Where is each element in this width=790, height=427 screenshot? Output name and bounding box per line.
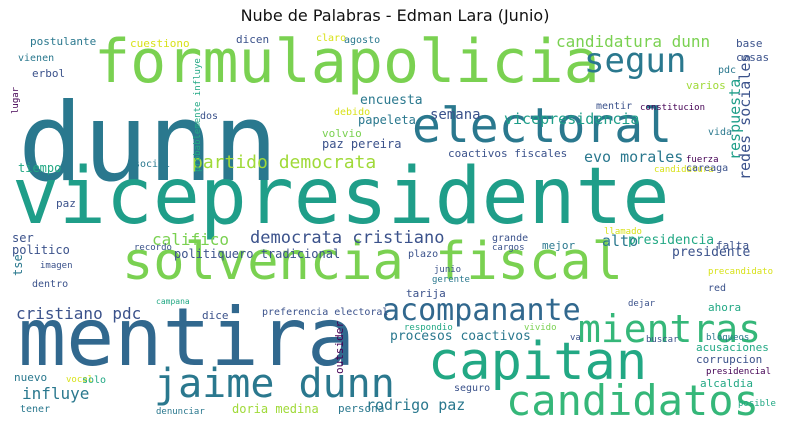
word: candidatura: [654, 165, 714, 175]
word: presidencia: [628, 233, 715, 248]
word: va: [570, 333, 581, 343]
word: junio: [434, 265, 462, 275]
word: jaime dunn: [154, 361, 395, 407]
word: dentro: [32, 279, 69, 290]
word: preferencia electoral: [262, 307, 389, 318]
word: tse: [11, 254, 25, 276]
word: llamado: [604, 227, 642, 237]
word: social: [134, 159, 171, 170]
chart-title: Nube de Palabras - Edman Lara (Junio): [240, 6, 550, 25]
word: paz: [56, 197, 76, 210]
word: evo morales: [584, 148, 684, 166]
word: denunciar: [156, 407, 205, 417]
word: corrupcion: [696, 353, 763, 366]
word: seguro: [454, 383, 491, 394]
word: bloqueos: [706, 333, 750, 343]
word: candidatos: [506, 376, 759, 425]
word: alcaldia: [700, 377, 753, 390]
word: solo: [82, 375, 107, 386]
word: outsider: [333, 321, 346, 374]
word: candidatura dunn: [556, 32, 711, 51]
word: base: [736, 37, 763, 50]
word: precandidato: [708, 267, 774, 277]
word: cosas: [736, 51, 770, 64]
word-cloud: dunn vicepresidente formulapolicia menti…: [10, 27, 782, 422]
word: presidente: [672, 245, 751, 260]
word: presidencial: [706, 367, 772, 377]
word: semana: [430, 107, 481, 123]
word: fuerza: [686, 155, 719, 165]
word: segun: [584, 41, 687, 81]
word: respondio: [404, 323, 453, 333]
word: lugar: [11, 86, 21, 114]
word: red: [708, 283, 727, 294]
word: dunn: [18, 81, 279, 206]
word: vida: [708, 127, 733, 138]
word: erbol: [32, 67, 66, 80]
word: buscar: [646, 335, 679, 345]
word: democrata cristiano: [250, 228, 445, 248]
word: tiempo: [18, 161, 62, 175]
word: partido democrata: [192, 152, 377, 173]
word: acusaciones: [696, 341, 769, 354]
word: grande: [492, 233, 529, 244]
word: recordo: [134, 243, 172, 253]
word: gerente: [432, 275, 470, 285]
word: mientras: [578, 307, 762, 351]
word: dicen: [236, 33, 270, 46]
word: ser: [12, 231, 34, 245]
word: plazo: [408, 249, 439, 260]
word: solvencia fiscal: [122, 232, 623, 292]
word: electoral: [412, 98, 673, 154]
word: tarija: [406, 287, 446, 300]
word: cuestiono: [130, 37, 190, 50]
word: dos: [200, 111, 219, 122]
word: postulante: [30, 35, 97, 48]
word: vicepresidente: [12, 152, 670, 242]
word: politico: [12, 243, 70, 257]
word: careaga: [686, 163, 729, 174]
word: dice: [202, 309, 229, 322]
word: procesos coactivos: [390, 329, 531, 344]
word: coactivos fiscales: [448, 147, 568, 160]
word: doria medina: [232, 402, 319, 416]
word: paz pereira: [322, 137, 402, 151]
word: claro: [316, 33, 347, 44]
word: formulapolicia: [94, 27, 600, 97]
word: vocal: [66, 375, 94, 385]
word: cristiano pdc: [16, 304, 142, 323]
word: acompanante: [382, 293, 581, 328]
word: agosto: [344, 35, 381, 46]
word: debido: [334, 107, 371, 118]
word: tener: [20, 404, 51, 415]
word: vivido: [524, 323, 557, 333]
word: rodrigo paz: [366, 396, 466, 414]
word: persona: [338, 402, 385, 415]
word: influye: [22, 384, 90, 403]
word: politiquero tradicional: [174, 247, 341, 261]
word: vicepresidencia: [504, 110, 640, 128]
word: cargos: [492, 243, 525, 253]
word: respuesta: [726, 78, 744, 160]
word: mentir: [596, 101, 633, 112]
word: falta: [716, 239, 750, 252]
word: constitucion: [640, 103, 706, 113]
word: encuesta: [360, 93, 423, 108]
word: pdc: [718, 65, 737, 76]
word: campana: [156, 297, 190, 306]
word: varios: [686, 79, 726, 92]
word: mejor: [542, 239, 576, 252]
word: dejar: [628, 299, 656, 309]
word: imagen: [40, 261, 73, 271]
word: nuevo: [14, 371, 48, 384]
word: posible: [738, 399, 776, 409]
word: mentira: [18, 291, 356, 384]
word: papeleta: [358, 113, 416, 127]
word: ahora: [708, 301, 742, 314]
word: califico: [152, 230, 230, 249]
word: capitan: [428, 332, 648, 392]
word: vienen: [18, 53, 55, 64]
word: volvio: [322, 127, 362, 140]
word: alto: [602, 232, 639, 250]
